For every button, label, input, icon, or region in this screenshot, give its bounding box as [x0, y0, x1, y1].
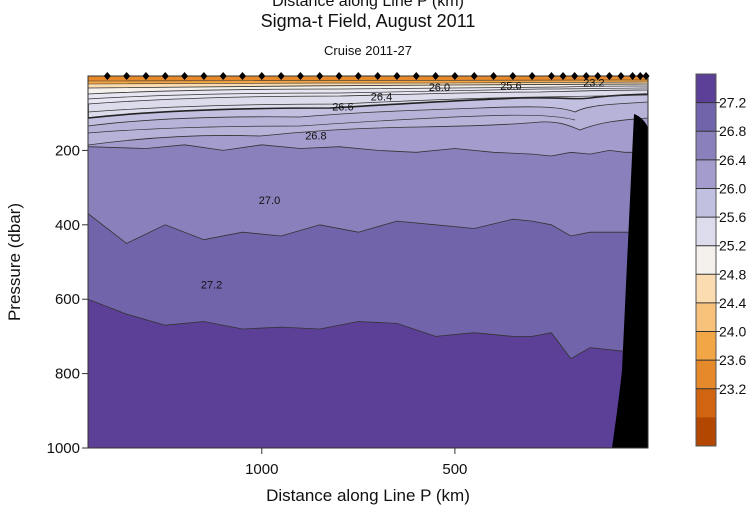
station-marker [528, 72, 536, 80]
station-marker [219, 72, 227, 80]
colorbar-swatch [696, 302, 716, 333]
colorbar: 27.2 26.8 26.4 26.0 25.6 25.2 24.8 24.4 24.0 23.6… [695, 73, 746, 447]
colorbar-label: 23.6 [719, 352, 746, 368]
station-marker [547, 72, 555, 80]
y-tick-label: 200 [55, 142, 80, 159]
station-marker [490, 72, 498, 80]
station-marker [161, 72, 169, 80]
y-tick-label: 800 [55, 366, 80, 383]
colorbar-swatch [696, 102, 716, 132]
station-marker [582, 72, 590, 80]
station-marker [316, 72, 324, 80]
station-marker [451, 72, 459, 80]
colorbar-label: 24.0 [719, 324, 746, 340]
station-marker [374, 72, 382, 80]
station-marker [354, 72, 362, 80]
y-tick-label: 1000 [47, 440, 80, 457]
colorbar-swatch [696, 388, 716, 418]
x-axis: 1000 500 [245, 448, 467, 478]
station-marker [629, 72, 637, 80]
contour-label: 27.2 [201, 279, 222, 291]
colorbar-label: 25.6 [719, 209, 746, 225]
contour-label: 26.4 [371, 92, 392, 104]
station-marker [296, 72, 304, 80]
station-marker [238, 72, 246, 80]
y-tick-label: 600 [55, 291, 80, 308]
station-marker [636, 72, 644, 80]
station-marker [605, 72, 613, 80]
y-axis-label: Pressure (dbar) [5, 203, 24, 321]
station-marker [559, 72, 567, 80]
colorbar-label: 26.4 [719, 152, 746, 168]
station-markers [103, 72, 650, 80]
colorbar-swatch [696, 74, 716, 104]
station-marker [123, 72, 131, 80]
station-marker [642, 72, 650, 80]
x-axis-label: Distance along Line P (km) [266, 486, 470, 505]
chart-title: Sigma-t Field, August 2011 [261, 11, 476, 31]
top-axis-title: Distance along Line P (km) [272, 0, 464, 10]
contour-labels: 23.2 25.6 26.0 26.4 26.6 26.8 27.0 27.2 [201, 78, 605, 292]
station-marker [393, 72, 401, 80]
station-marker [432, 72, 440, 80]
colorbar-swatch [696, 245, 716, 275]
colorbar-label: 24.8 [719, 266, 746, 282]
plot-frame [87, 75, 649, 449]
colorbar-swatch [696, 360, 716, 390]
station-marker [412, 72, 420, 80]
station-marker [277, 72, 285, 80]
colorbar-swatch [696, 274, 716, 304]
station-marker [594, 72, 602, 80]
station-marker [200, 72, 208, 80]
colorbar-swatch [696, 331, 716, 361]
station-marker [335, 72, 343, 80]
station-marker [509, 72, 517, 80]
contour-label: 26.0 [429, 82, 450, 94]
contour-label: 26.6 [332, 102, 353, 114]
station-marker [617, 72, 625, 80]
contour-label: 27.0 [259, 195, 280, 207]
colorbar-swatch [696, 159, 716, 189]
colorbar-swatch [696, 131, 716, 161]
y-tick-label: 400 [55, 217, 80, 234]
x-tick-label: 1000 [245, 461, 278, 478]
x-tick-label: 500 [442, 461, 467, 478]
colorbar-swatch [696, 217, 716, 247]
colorbar-swatch [696, 417, 716, 447]
station-marker [571, 72, 579, 80]
bathymetry [612, 114, 648, 448]
colorbar-label: 26.8 [719, 123, 746, 139]
colorbar-frame [695, 73, 717, 447]
contour-label: 23.2 [583, 78, 604, 90]
colorbar-label: 25.2 [719, 238, 746, 254]
station-marker [470, 72, 478, 80]
y-axis: 200 400 600 800 1000 [47, 142, 88, 457]
thin-isolines [88, 87, 648, 134]
contour-label: 26.8 [305, 131, 326, 143]
station-marker [258, 72, 266, 80]
colorbar-label: 27.2 [719, 95, 746, 111]
plot-area [88, 76, 648, 448]
colorbar-swatch [696, 188, 716, 218]
colorbar-label: 23.2 [719, 381, 746, 397]
station-marker [181, 72, 189, 80]
station-marker [142, 72, 150, 80]
colorbar-label: 24.4 [719, 295, 746, 311]
contour-label: 25.6 [500, 80, 521, 92]
chart-subtitle: Cruise 2011-27 [324, 43, 412, 58]
colorbar-label: 26.0 [719, 180, 746, 196]
station-marker [103, 72, 111, 80]
